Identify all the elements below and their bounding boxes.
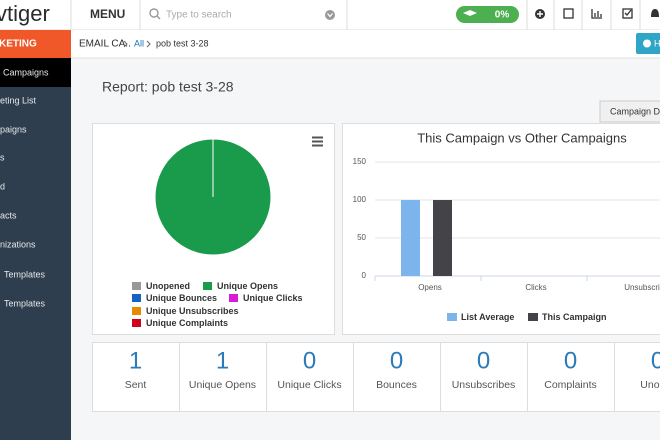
menu-button[interactable]: MENU xyxy=(90,7,125,21)
sidebar-items: Campaigns eting List paigns s d acts nizations… xyxy=(0,67,49,308)
sidebar-module-header xyxy=(0,30,71,58)
sidebar-item[interactable]: Campaigns xyxy=(3,67,49,77)
sidebar-item[interactable]: nizations xyxy=(0,239,36,249)
legend-swatch xyxy=(132,294,141,302)
help-button-label: H xyxy=(654,38,660,48)
bar-chart: 0 50 100 150 Opens Clicks Unsubscri List Averag… xyxy=(353,157,660,322)
search-icon xyxy=(149,8,159,18)
stat-value: 0 xyxy=(303,347,316,374)
legend-swatch xyxy=(203,282,212,290)
progress-text: 0% xyxy=(495,10,510,21)
stat-value: 0 xyxy=(477,347,490,374)
legend-swatch xyxy=(229,294,238,302)
legend-label: Unique Bounces xyxy=(146,293,217,303)
legend-label: Unique Complaints xyxy=(146,318,228,328)
reports-icon[interactable] xyxy=(591,9,602,19)
search-input[interactable]: Type to search xyxy=(166,10,232,21)
stat-cell xyxy=(92,342,180,412)
legend-label: List Average xyxy=(461,312,514,322)
breadcrumb-chevron xyxy=(146,40,151,48)
stat-label: Unique Opens xyxy=(189,379,256,391)
y-tick-label: 0 xyxy=(362,271,367,280)
logo[interactable]: vtiger xyxy=(0,1,50,26)
legend-label: This Campaign xyxy=(542,312,607,322)
help-icon xyxy=(643,39,651,48)
legend-swatch xyxy=(447,313,457,321)
stat-value: 0 xyxy=(564,347,577,374)
legend-swatch xyxy=(528,313,538,321)
tasks-check xyxy=(624,9,632,16)
report-title: Report: pob test 3-28 xyxy=(102,79,234,95)
stat-cell xyxy=(527,342,615,412)
legend-swatch xyxy=(132,319,141,327)
stats-row: 1 Sent 1 Unique Opens 0 Unique Clicks 0 Bounces… xyxy=(92,342,660,412)
stat-cell xyxy=(353,342,441,412)
legend-label: Unique Opens xyxy=(217,281,278,291)
breadcrumb-record: pob test 3-28 xyxy=(156,38,209,48)
sidebar-item[interactable]: Templates xyxy=(4,269,46,279)
legend-swatch xyxy=(132,282,141,290)
search-dropdown-arrow xyxy=(327,13,333,18)
sidebar-item[interactable]: eting List xyxy=(0,95,37,105)
legend-label: Unique Unsubscribes xyxy=(146,306,239,316)
breadcrumb-chevron xyxy=(123,40,128,48)
sidebar-active-item xyxy=(0,58,71,87)
stat-cell xyxy=(179,342,267,412)
stat-label: Bounces xyxy=(376,379,417,391)
stat-label: Unique Clicks xyxy=(277,379,341,391)
stat-cell xyxy=(440,342,528,412)
breadcrumb-module[interactable]: EMAIL CA.. xyxy=(79,39,131,50)
y-tick-label: 50 xyxy=(357,233,366,242)
chart-menu[interactable] xyxy=(312,136,323,147)
stat-cell xyxy=(266,342,354,412)
bar-panel xyxy=(342,123,660,335)
stat-value: 0 xyxy=(390,347,403,374)
sidebar-item[interactable]: Templates xyxy=(4,298,46,308)
sidebar xyxy=(0,30,71,440)
add-icon-plus xyxy=(537,11,543,17)
search-dropdown[interactable] xyxy=(325,10,335,20)
bar xyxy=(401,200,420,276)
breadcrumb-list[interactable]: All xyxy=(134,38,144,48)
sidebar-item[interactable]: acts xyxy=(0,210,17,220)
bar xyxy=(433,200,452,276)
x-tick-label: Opens xyxy=(418,283,442,292)
y-tick-label: 100 xyxy=(353,195,367,204)
legend-label: Unique Clicks xyxy=(243,293,303,303)
sidebar-item[interactable]: s xyxy=(0,152,5,162)
x-tick-label: Clicks xyxy=(525,283,546,292)
breadcrumb-bar xyxy=(71,30,660,58)
stat-label: Unsubscribes xyxy=(452,379,516,391)
sidebar-item[interactable]: paigns xyxy=(0,124,27,134)
stat-value: 1 xyxy=(129,347,142,374)
progress-badge[interactable] xyxy=(456,6,519,23)
stat-label: Sent xyxy=(125,379,147,391)
notification-icon[interactable] xyxy=(651,9,659,17)
legend-swatch xyxy=(132,307,141,315)
stat-value: 1 xyxy=(216,347,229,374)
cap-icon xyxy=(463,10,477,16)
calendar-icon[interactable] xyxy=(563,8,574,19)
tab-button[interactable] xyxy=(599,100,660,123)
sidebar-item[interactable]: d xyxy=(0,181,5,191)
tasks-icon[interactable] xyxy=(622,8,633,19)
stat-label: Unoper xyxy=(640,379,660,391)
x-tick-label: Unsubscri xyxy=(624,283,660,292)
stat-cell xyxy=(614,342,660,412)
search-icon xyxy=(156,15,161,20)
sidebar-module: KETING xyxy=(0,39,37,50)
tab-button-label: Campaign D xyxy=(610,106,660,116)
y-tick-label: 150 xyxy=(353,157,367,166)
bar-chart-title: This Campaign vs Other Campaigns xyxy=(417,130,627,145)
stat-value: 0 xyxy=(651,347,660,374)
legend-label: Unopened xyxy=(146,281,190,291)
stat-label: Complaints xyxy=(544,379,597,391)
